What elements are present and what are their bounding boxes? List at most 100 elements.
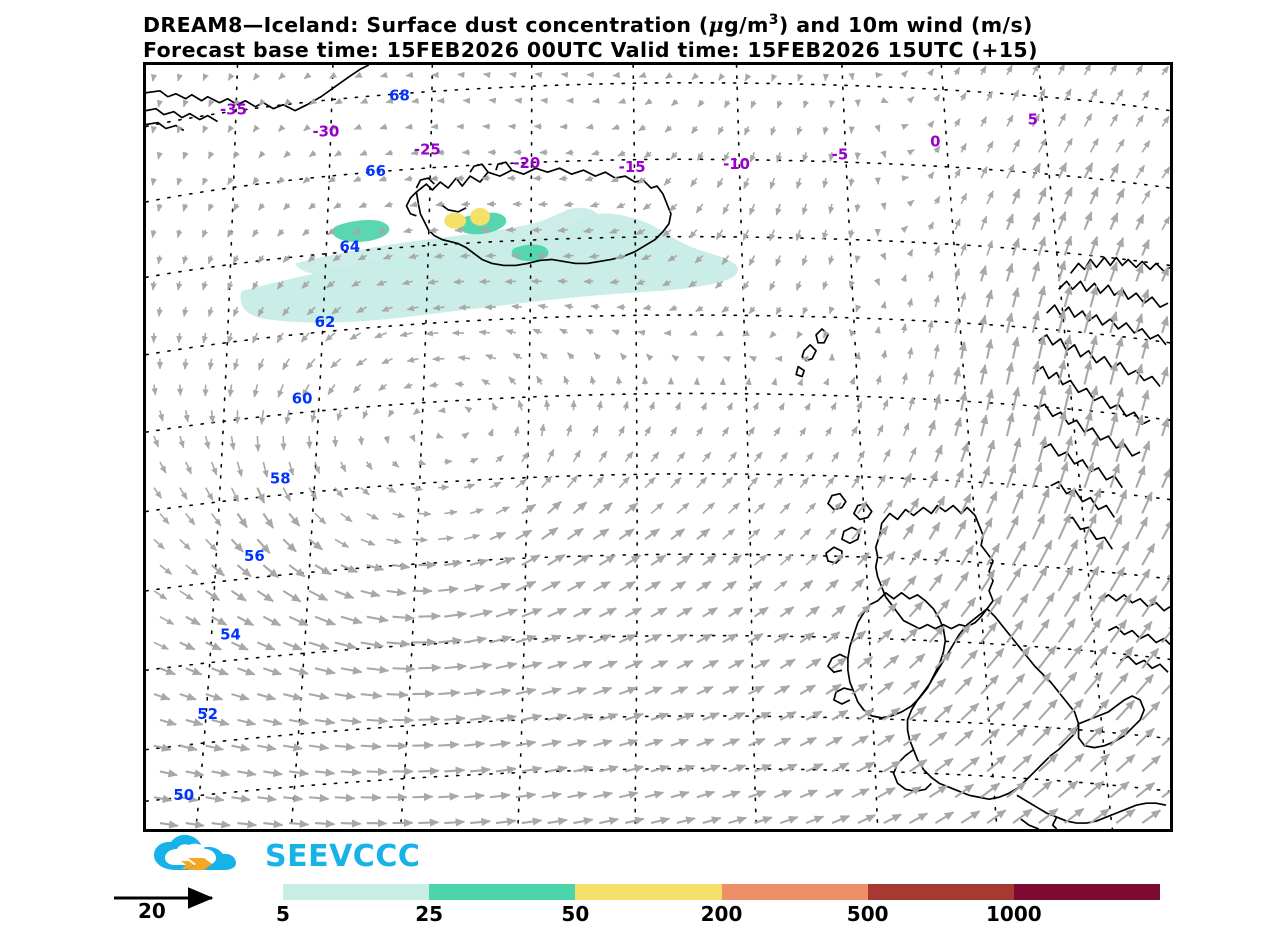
wind-arrow [774,478,783,488]
wind-arrow [1085,411,1091,436]
wind-arrow [1116,542,1129,565]
wind-arrow [263,823,282,825]
wind-arrow [1090,237,1097,256]
wind-arrow [546,400,547,410]
wind-arrow [277,333,283,343]
wind-arrow [1116,439,1123,462]
wind-arrow [800,581,812,591]
wind-arrow [677,503,689,513]
wind-arrow [639,127,645,131]
wind-arrow [1007,264,1012,282]
wind-arrow [404,384,412,388]
wind-arrow [542,528,558,539]
lat-label-68: 68 [389,87,410,105]
wind-arrow [231,591,246,601]
wind-arrow [878,526,888,539]
wind-arrow [405,178,413,180]
colorbar-segment-4 [722,884,868,900]
wind-arrow [929,732,946,745]
wind-arrow [797,333,800,338]
wind-arrow [904,524,914,539]
wind-arrow [806,711,822,720]
wind-arrow [1162,116,1169,126]
wind-arrow [400,333,412,336]
wind-arrow [677,555,691,565]
wind-arrow [910,602,923,617]
wind-arrow [257,642,274,649]
wind-arrow [1013,438,1020,462]
wind-arrow [516,427,518,437]
wind-arrow [716,230,722,240]
wind-arrow [743,333,749,336]
wind-arrow [826,427,831,436]
wind-arrow [1039,540,1052,565]
wind-arrow [929,420,934,436]
wind-arrow [430,178,438,179]
wind-arrow [1110,213,1117,230]
lat-label-52: 52 [197,705,218,723]
wind-arrow [645,101,651,105]
wind-arrow [955,367,958,384]
wind-arrow [489,100,496,101]
wind-arrow [259,204,264,210]
wind-arrow [438,589,458,591]
wind-arrow [619,529,634,539]
wind-arrow [410,204,418,206]
wind-arrow [203,75,205,81]
colorbar-label-1000: 1000 [986,902,1042,926]
wind-arrow [210,359,212,370]
wind-arrow [744,178,748,188]
wind-arrow [541,353,548,359]
wind-arrow [533,329,542,332]
wind-arrow [1065,754,1084,772]
wind-arrow [309,694,329,698]
wind-arrow [690,230,697,238]
wind-arrow [1136,517,1147,539]
wind-arrow [388,410,392,416]
wind-arrow [204,333,206,343]
wind-arrow [412,101,419,102]
wind-arrow [1033,727,1052,746]
wind-arrow [464,433,468,436]
wind-arrow [671,687,688,694]
wind-arrow [935,548,947,565]
wind-arrow [717,178,722,188]
wind-arrow [367,462,372,470]
wind-arrow [412,436,414,441]
wind-arrow [884,204,885,210]
seevccc-logo: SEEVCCC [150,834,420,878]
wind-arrow [203,230,206,238]
wind-arrow [414,410,419,414]
wind-arrow [237,771,255,774]
wind-arrow [186,513,195,524]
wind-arrow [904,124,909,126]
wind-arrow [1162,520,1170,539]
lat-label-60: 60 [292,389,313,407]
wind-arrow [237,617,253,626]
wind-arrow [186,823,204,826]
wind-arrow [774,738,790,745]
wind-arrow [564,376,567,384]
wind-arrow [470,611,492,616]
wind-arrow [961,193,966,204]
wind-arrow [1142,544,1154,565]
wind-arrow [178,281,180,290]
wind-arrow [228,178,232,184]
wind-arrow [186,462,191,474]
wind-arrow [619,426,624,436]
colorbar-segment-6 [1014,884,1160,900]
wind-arrow [506,330,516,333]
wind-arrow [1059,114,1066,127]
wind-arrow [935,600,949,617]
wind-arrow [258,256,263,263]
wind-arrow [444,770,464,771]
wind-arrow [750,356,755,358]
wind-arrow [516,742,536,746]
wind-arrow [703,503,715,514]
wind-arrow [729,660,744,668]
wind-arrow [981,365,985,385]
wind-arrow [1116,594,1131,617]
wind-arrow [645,687,662,694]
wind-arrow [234,359,237,370]
wind-arrow [444,718,465,720]
